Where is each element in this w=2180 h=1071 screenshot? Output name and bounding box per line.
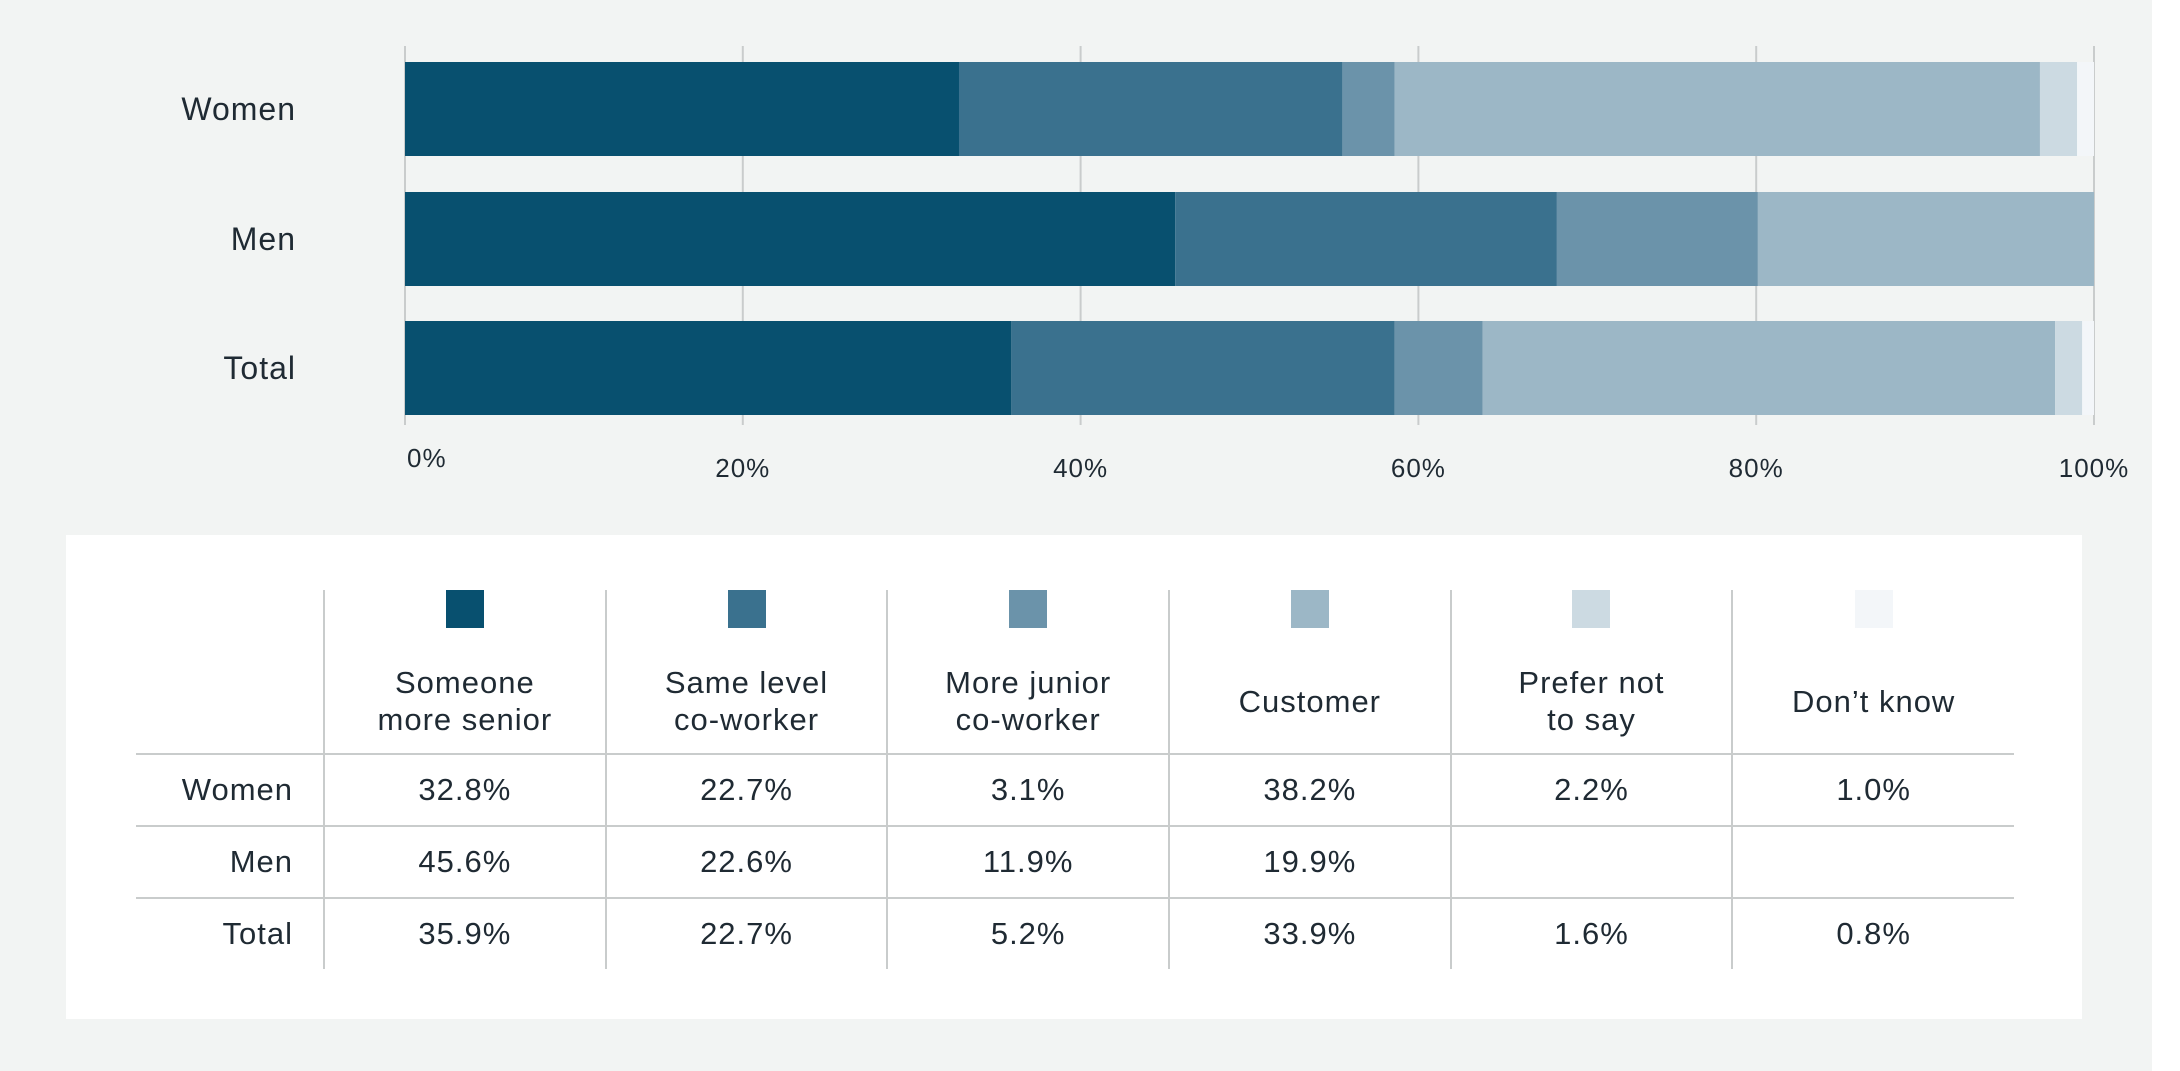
table-cell: [1731, 826, 2014, 899]
row-label: Men: [136, 826, 325, 899]
bar-men-more-junior-co-worker: [1556, 192, 1758, 286]
legend-header-prefer-not-to-say: Prefer not to say: [1449, 590, 1733, 755]
legend-header-line: to say: [1547, 702, 1636, 737]
legend-swatch-more-junior-co-worker: [1009, 590, 1048, 628]
table-row-men: Men 45.6% 22.6% 11.9% 19.9%: [136, 826, 2014, 899]
legend-header-label: Prefer not to say: [1452, 654, 1732, 748]
legend-header-customer: Customer: [1168, 590, 1451, 755]
bar-total-prefer-not-to-say: [2055, 321, 2083, 415]
x-tick-label-100: 100%: [2059, 453, 2130, 483]
legend-swatch-customer: [1290, 590, 1329, 628]
bar-total-more-junior-co-worker: [1394, 321, 1483, 415]
table-cell: 19.9%: [1168, 826, 1451, 899]
bar-women-prefer-not-to-say: [2039, 62, 2078, 156]
category-label-women: Women: [181, 91, 296, 127]
category-label-total: Total: [223, 350, 296, 386]
bar-women-customer: [1394, 62, 2040, 156]
legend-header-line: more senior: [377, 702, 553, 737]
legend-corner-cell: [136, 590, 325, 755]
bar-women-someone-more-senior: [405, 62, 959, 156]
legend-data-table: Someone more senior Same level co-worker Mor…: [136, 590, 2014, 969]
legend-header-label: Same level co-worker: [607, 654, 887, 748]
legend-header-line: Don’t know: [1791, 683, 1956, 719]
bar-men-someone-more-senior: [405, 192, 1176, 286]
legend-swatch-same-level-co-worker: [727, 590, 766, 628]
table-cell: 0.8%: [1731, 898, 2014, 969]
labels: 0% 20% 40% 60% 80% 100% Women Men Total: [181, 91, 2130, 483]
x-tick-label-60: 60%: [1391, 453, 1446, 483]
legend-header-label: Customer: [1170, 654, 1450, 748]
x-tick-label-0: 0%: [407, 443, 447, 473]
table-cell: [1449, 826, 1733, 899]
legend-header-line: co-worker: [955, 702, 1101, 737]
bar-women-more-junior-co-worker: [1342, 62, 1395, 156]
legend-header-line: Someone: [395, 665, 535, 700]
legend-header-row: Someone more senior Same level co-worker Mor…: [136, 590, 2014, 755]
table-cell: 22.6%: [604, 826, 888, 899]
legend-header-label: Someone more senior: [325, 654, 605, 748]
table-cell: 3.1%: [886, 754, 1169, 827]
legend-header-line: co-worker: [673, 702, 820, 737]
bar-total-someone-more-senior: [405, 321, 1012, 415]
legend-header-line: More junior: [945, 665, 1112, 700]
legend-swatch-prefer-not-to-say: [1572, 590, 1611, 628]
table-cell: 2.2%: [1449, 754, 1733, 827]
table-cell: 38.2%: [1168, 754, 1451, 827]
bar-women-dont-know: [2077, 62, 2094, 156]
legend-header-someone-more-senior: Someone more senior: [323, 590, 606, 755]
table-cell: 22.7%: [604, 898, 888, 969]
category-label-men: Men: [231, 221, 296, 257]
stacked-bar-chart: 0% 20% 40% 60% 80% 100% Women Men Total: [181, 46, 2130, 483]
table-cell: 5.2%: [886, 898, 1169, 969]
table-cell: 33.9%: [1168, 898, 1451, 969]
bar-total-same-level-co-worker: [1011, 321, 1395, 415]
bar-total-customer: [1482, 321, 2056, 415]
bar-men-customer: [1757, 192, 2094, 286]
bar-women-same-level-co-worker: [958, 62, 1343, 156]
bars: [405, 62, 2094, 415]
table-row-total: Total 35.9% 22.7% 5.2% 33.9% 1.6% 0.8%: [136, 898, 2014, 969]
legend-header-same-level-co-worker: Same level co-worker: [604, 590, 888, 755]
table-cell: 22.7%: [604, 754, 888, 827]
legend-header-dont-know: Don’t know: [1731, 590, 2014, 755]
legend-header-line: Customer: [1238, 683, 1382, 719]
legend-swatch-dont-know: [1854, 590, 1893, 628]
legend-header-label: Don’t know: [1733, 654, 2014, 748]
table-cell: 45.6%: [323, 826, 606, 899]
table-cell: 11.9%: [886, 826, 1169, 899]
bar-men-same-level-co-worker: [1175, 192, 1557, 286]
legend-body: Women 32.8% 22.7% 3.1% 38.2% 2.2% 1.0% Men 45.6%…: [136, 754, 2014, 969]
table-cell: 32.8%: [323, 754, 606, 827]
x-tick-label-80: 80%: [1729, 453, 1784, 483]
table-cell: 35.9%: [323, 898, 606, 969]
legend-table-panel: Someone more senior Same level co-worker Mor…: [66, 535, 2082, 1019]
legend-header-line: Prefer not: [1518, 665, 1665, 700]
legend-header-more-junior-co-worker: More junior co-worker: [886, 590, 1169, 755]
x-tick-label-20: 20%: [715, 453, 770, 483]
table-cell: 1.0%: [1731, 754, 2014, 827]
row-label: Women: [136, 754, 325, 827]
bar-total-dont-know: [2082, 321, 2094, 415]
table-row-women: Women 32.8% 22.7% 3.1% 38.2% 2.2% 1.0%: [136, 754, 2014, 827]
legend-header-line: Same level: [664, 665, 829, 700]
legend-header-label: More junior co-worker: [888, 654, 1168, 748]
row-label: Total: [222, 916, 294, 951]
legend-swatch-someone-more-senior: [445, 590, 484, 628]
x-tick-label-40: 40%: [1053, 453, 1108, 483]
table-cell: 1.6%: [1449, 898, 1733, 969]
